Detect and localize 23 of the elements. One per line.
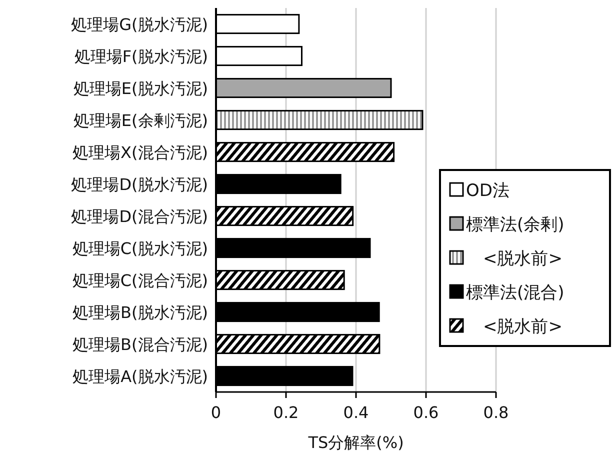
y-tick-label: 処理場X(混合汚泥) [72,143,208,162]
legend-label: <脱水前> [466,317,562,337]
y-tick-label: 処理場B(混合汚泥) [72,335,208,354]
y-tick-label: 処理場F(脱水汚泥) [74,47,208,66]
x-tick-label: 0.6 [413,403,439,422]
x-tick-label: 0.4 [343,403,369,422]
y-tick-label: 処理場E(脱水汚泥) [73,79,208,98]
y-tick-label: 処理場B(脱水汚泥) [72,303,208,322]
y-tick-label: 処理場C(混合汚泥) [72,271,208,290]
legend-label: <脱水前> [466,249,562,269]
legend-label: OD法 [466,181,510,201]
y-tick-label: 処理場D(混合汚泥) [71,207,208,226]
y-tick-label: 処理場A(脱水汚泥) [72,367,208,386]
y-tick-label: 処理場E(余剰汚泥) [73,111,208,130]
y-tick-label: 処理場G(脱水汚泥) [71,15,208,34]
x-tick-label: 0.8 [483,403,509,422]
x-axis-title: TS分解率(%) [307,433,404,452]
y-tick-label: 処理場D(脱水汚泥) [71,175,208,194]
legend-label: 標準法(混合) [466,283,564,303]
x-tick-label: 0.2 [273,403,299,422]
legend-label: 標準法(余剰) [466,215,564,235]
x-tick-label: 0 [210,403,222,422]
y-tick-label: 処理場C(脱水汚泥) [72,239,208,258]
